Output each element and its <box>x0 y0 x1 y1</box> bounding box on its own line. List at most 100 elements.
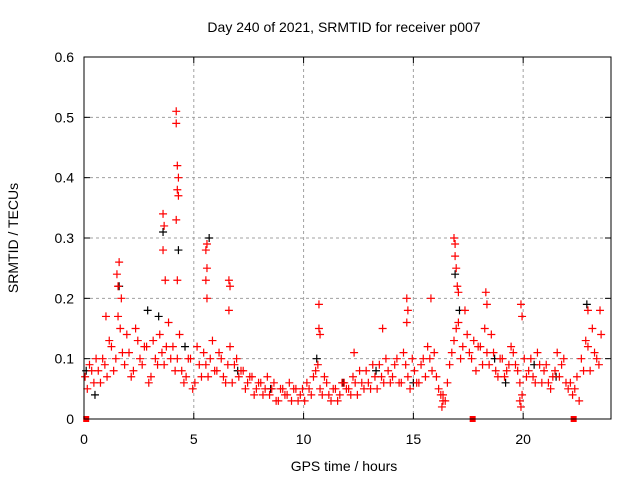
data-point-primary-b <box>566 378 575 387</box>
data-point-primary-b <box>179 378 188 387</box>
data-point-primary-a <box>577 354 586 363</box>
data-point-secondary <box>312 354 321 363</box>
x-tick-label: 10 <box>296 431 312 447</box>
data-point-primary-a <box>546 384 555 393</box>
data-point-primary-b <box>434 384 443 393</box>
data-point-primary-a <box>296 390 305 399</box>
y-tick-label: 0.5 <box>55 109 75 125</box>
data-point-primary-b <box>215 348 224 357</box>
data-point-primary-b <box>83 384 92 393</box>
data-point-primary-b <box>482 348 491 357</box>
data-point-primary-b <box>557 360 566 369</box>
data-point-primary-peaks <box>316 330 325 339</box>
data-point-primary-peaks <box>174 173 183 182</box>
data-point-secondary <box>143 306 152 315</box>
data-point-primary-b <box>592 354 601 363</box>
data-point-primary-b <box>140 342 149 351</box>
data-point-primary-b <box>157 348 166 357</box>
data-point-primary-b <box>131 324 140 333</box>
data-point-primary-a <box>120 360 129 369</box>
data-point-secondary <box>90 390 99 399</box>
x-tick-label: 5 <box>190 431 198 447</box>
data-point-primary-a <box>309 372 318 381</box>
y-tick-label: 0.6 <box>55 49 75 65</box>
data-point-primary-peaks <box>403 306 412 315</box>
data-point-primary-a <box>217 354 226 363</box>
data-point-primary-peaks <box>202 294 211 303</box>
data-point-primary-b <box>92 354 101 363</box>
data-point-primary-peaks <box>101 312 110 321</box>
y-tick-label: 0.1 <box>55 351 75 367</box>
data-point-primary-a <box>208 336 217 345</box>
data-point-primary-a <box>467 354 476 363</box>
data-point-secondary <box>451 270 460 279</box>
data-point-primary-peaks <box>172 119 181 128</box>
data-point-primary-b <box>390 360 399 369</box>
data-point-primary-b <box>311 366 320 375</box>
data-point-primary-a <box>410 366 419 375</box>
data-point-primary-peaks <box>453 282 462 291</box>
data-point-primary-a <box>502 366 511 375</box>
data-point-primary-b <box>465 348 474 357</box>
data-point-primary-b <box>135 354 144 363</box>
data-point-primary-a <box>199 348 208 357</box>
data-point-primary-a <box>458 342 467 351</box>
data-point-primary-peaks <box>378 324 387 333</box>
data-point-primary-peaks <box>172 107 181 116</box>
data-point-primary-b <box>184 354 193 363</box>
data-point-primary-peaks <box>452 264 461 273</box>
data-point-primary-b <box>491 366 500 375</box>
data-point-primary-b <box>522 372 531 381</box>
data-point-primary-b <box>254 378 263 387</box>
data-point-primary-b <box>206 354 215 363</box>
data-point-primary-b <box>346 390 355 399</box>
data-point-primary-peaks <box>117 294 126 303</box>
y-tick-label: 0.3 <box>55 230 75 246</box>
data-point-primary-a <box>449 336 458 345</box>
data-point-primary-a <box>348 372 357 381</box>
data-point-primary-a <box>116 324 125 333</box>
data-point-primary-a <box>581 336 590 345</box>
data-point-primary-b <box>460 306 469 315</box>
data-point-primary-b <box>272 396 281 405</box>
data-point-primary-b <box>294 396 303 405</box>
data-point-primary-b <box>122 330 131 339</box>
data-point-primary-b <box>237 366 246 375</box>
data-point-primary-b <box>540 366 549 375</box>
data-point-primary-a <box>524 366 533 375</box>
data-point-secondary <box>372 366 381 375</box>
data-point-primary-b <box>351 378 360 387</box>
data-point-primary-a <box>590 348 599 357</box>
data-point-primary-peaks <box>172 215 181 224</box>
data-point-secondary <box>582 300 591 309</box>
data-point-primary-a <box>423 342 432 351</box>
data-point-primary-peaks <box>516 402 525 411</box>
data-point-primary-a <box>594 360 603 369</box>
data-point-primary-peaks <box>350 348 359 357</box>
data-point-primary-a <box>190 378 199 387</box>
data-point-primary-b <box>583 342 592 351</box>
data-point-primary-b <box>201 360 210 369</box>
data-point-primary-b <box>228 378 237 387</box>
data-point-primary-b <box>280 390 289 399</box>
data-point-primary-b <box>197 372 206 381</box>
x-tick-label: 0 <box>80 431 88 447</box>
data-point-primary-a <box>164 318 173 327</box>
x-axis-label: GPS time / hours <box>291 458 398 474</box>
data-point-primary-b <box>548 372 557 381</box>
data-point-primary-b <box>531 378 540 387</box>
data-point-secondary <box>501 378 510 387</box>
data-point-primary-b <box>588 324 597 333</box>
data-point-primary-b <box>544 378 553 387</box>
data-point-primary-b <box>395 378 404 387</box>
data-point-primary-peaks <box>173 276 182 285</box>
data-point-primary-b <box>298 384 307 393</box>
data-point-primary-b <box>289 384 298 393</box>
data-point-primary-a <box>388 372 397 381</box>
data-point-primary-a <box>533 348 542 357</box>
data-point-primary-b <box>105 336 114 345</box>
data-point-primary-peaks <box>224 276 233 285</box>
data-point-primary-a <box>182 372 191 381</box>
data-point-primary-b <box>403 372 412 381</box>
data-point-primary-b <box>223 360 232 369</box>
